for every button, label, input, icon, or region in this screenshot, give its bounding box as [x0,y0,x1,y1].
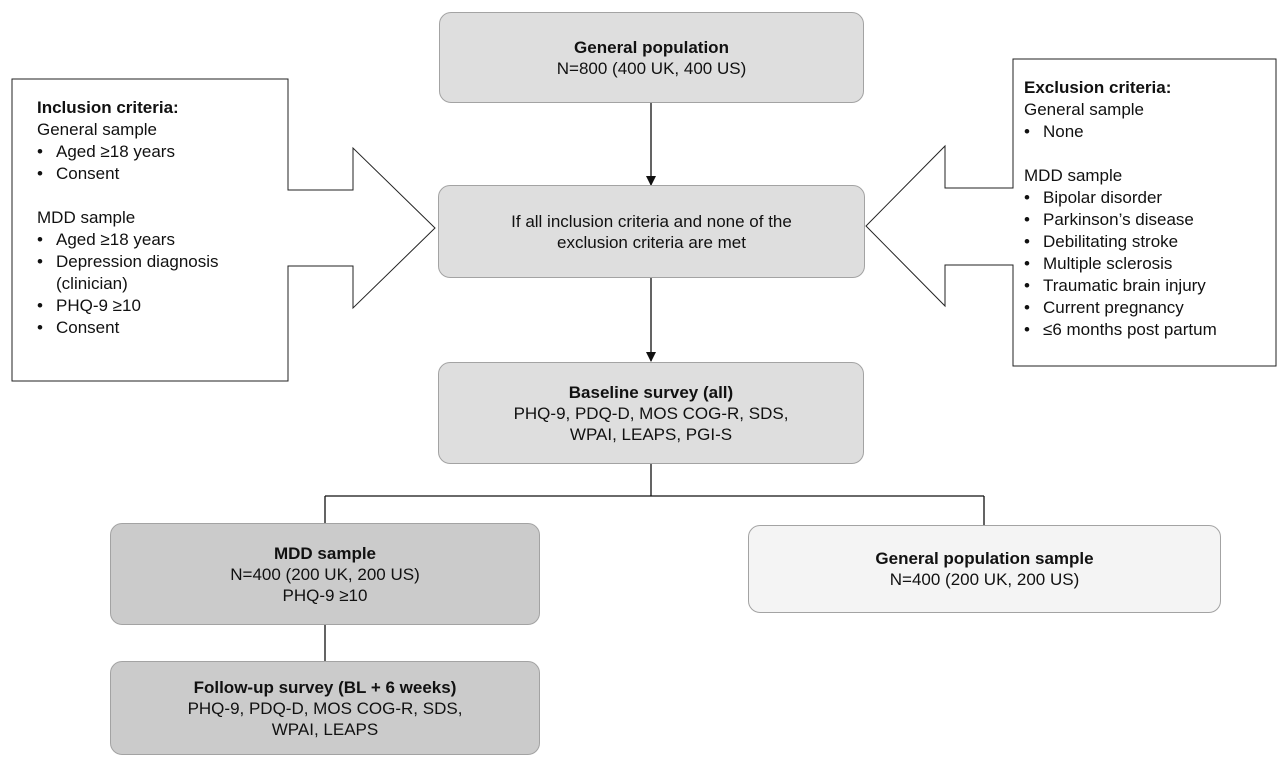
exclusion-general-label: General sample [1024,100,1145,119]
exclusion-mdd-label: MDD sample [1024,166,1123,185]
inclusion-mdd-item: Aged ≥18 years [37,229,282,251]
general-population-title: General population [574,37,729,57]
exclusion-mdd-item: Multiple sclerosis [1024,253,1274,275]
general-population-count: N=800 (400 UK, 400 US) [556,58,747,78]
exclusion-mdd-item: Debilitating stroke [1024,231,1274,253]
baseline-survey-title: Baseline survey (all) [568,382,734,402]
mdd-sample-count: N=400 (200 UK, 200 US) [230,564,420,584]
screening-box: If all inclusion criteria and none of th… [438,185,865,278]
followup-survey-box: Follow-up survey (BL + 6 weeks) PHQ-9, P… [110,661,540,755]
mdd-sample-box: MDD sample N=400 (200 UK, 200 US) PHQ-9 … [110,523,540,625]
inclusion-mdd-item: PHQ-9 ≥10 [37,295,282,317]
inclusion-criteria: Inclusion criteria: General sample Aged … [37,97,282,339]
exclusion-general-item: None [1024,121,1274,143]
inclusion-mdd-item: Consent [37,317,282,339]
general-population-sample-title: General population sample [875,549,1094,568]
baseline-survey-line-1: PHQ-9, PDQ-D, MOS COG-R, SDS, [513,403,789,423]
baseline-survey-box: Baseline survey (all) PHQ-9, PDQ-D, MOS … [438,362,864,464]
screening-line-1: If all inclusion criteria and none of th… [511,211,792,231]
screening-line-2: exclusion criteria are met [557,232,746,252]
exclusion-mdd-item: Bipolar disorder [1024,187,1274,209]
exclusion-mdd-item: Current pregnancy [1024,297,1274,319]
exclusion-mdd-item: ≤6 months post partum [1024,319,1274,341]
followup-survey-line-1: PHQ-9, PDQ-D, MOS COG-R, SDS, [187,698,463,718]
general-population-sample-count: N=400 (200 UK, 200 US) [889,570,1080,589]
inclusion-mdd-label: MDD sample [37,208,136,227]
branch-connector [324,464,985,525]
followup-survey-title: Follow-up survey (BL + 6 weeks) [193,677,457,697]
exclusion-criteria: Exclusion criteria: General sample None … [1024,77,1274,341]
exclusion-mdd-item: Traumatic brain injury [1024,275,1274,297]
inclusion-general-item: Consent [37,163,282,185]
mdd-sample-title: MDD sample [273,543,377,563]
followup-survey-line-2: WPAI, LEAPS [271,719,379,739]
baseline-survey-line-2: WPAI, LEAPS, PGI-S [569,424,733,444]
inclusion-mdd-item: Depression diagnosis (clinician) [37,251,278,295]
general-population-box: General population N=800 (400 UK, 400 US… [439,12,864,103]
mdd-sample-threshold: PHQ-9 ≥10 [282,585,368,605]
general-population-sample-box: General population sample N=400 (200 UK,… [748,525,1221,613]
exclusion-mdd-item: Parkinson’s disease [1024,209,1274,231]
inclusion-general-item: Aged ≥18 years [37,141,282,163]
inclusion-criteria-title: Inclusion criteria: [37,98,179,117]
inclusion-general-label: General sample [37,120,158,139]
exclusion-criteria-title: Exclusion criteria: [1024,78,1172,97]
